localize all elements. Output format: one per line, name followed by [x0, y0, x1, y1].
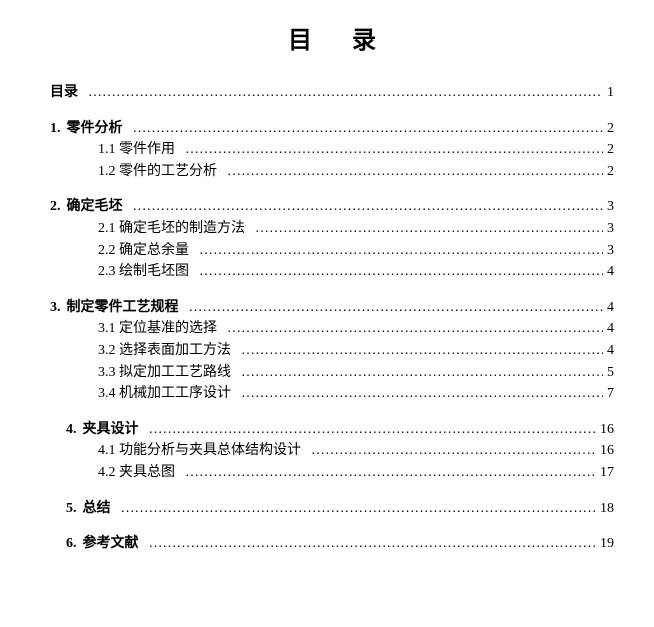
toc-line: 5. 总结 ………………………………………………………………………………………………… [50, 499, 614, 519]
toc-spacer [50, 485, 614, 499]
toc-line: 1.2 零件的工艺分析 ……………………………………………………………………………… [50, 162, 614, 182]
toc-page: 3 [607, 197, 614, 217]
toc-line: 3.1 定位基准的选择 ……………………………………………………………………………… [50, 319, 614, 339]
toc-dots: …………………………………………………………………………………………………………… [241, 384, 603, 404]
toc-page: 7 [607, 384, 614, 404]
toc-label: 零件分析 [67, 119, 123, 139]
toc-label: 4.1 功能分析与夹具总体结构设计 [98, 441, 301, 461]
toc-page: 16 [600, 420, 614, 440]
toc-number: 1. [50, 119, 61, 139]
toc-label: 3.1 定位基准的选择 [98, 319, 217, 339]
toc-label: 2.3 绘制毛坯图 [98, 262, 189, 282]
toc-dots: …………………………………………………………………………………………………………… [149, 420, 597, 440]
toc-page: 3 [607, 241, 614, 261]
toc-line: 2.3 绘制毛坯图 …………………………………………………………………………………… [50, 262, 614, 282]
toc-page: 3 [607, 219, 614, 239]
toc-dots: …………………………………………………………………………………………………………… [227, 319, 603, 339]
toc-page: 2 [607, 140, 614, 160]
toc-container: 目录 目录 ……………………………………………………………………………………………… [50, 20, 614, 554]
toc-dots: …………………………………………………………………………………………………………… [185, 140, 603, 160]
toc-spacer [50, 284, 614, 298]
toc-number: 6. [66, 534, 77, 554]
toc-page: 1 [607, 83, 614, 103]
toc-page: 17 [600, 463, 614, 483]
toc-dots: …………………………………………………………………………………………………………… [133, 119, 604, 139]
toc-label: 总结 [83, 499, 111, 519]
toc-dots: …………………………………………………………………………………………………………… [311, 441, 596, 461]
toc-label: 1.2 零件的工艺分析 [98, 162, 217, 182]
toc-page: 4 [607, 341, 614, 361]
toc-number: 4. [66, 420, 77, 440]
toc-label: 1.1 零件作用 [98, 140, 175, 160]
toc-dots: …………………………………………………………………………………………………………… [255, 219, 603, 239]
toc-line: 4. 夹具设计 …………………………………………………………………………………………… [50, 420, 614, 440]
toc-line: 3. 制定零件工艺规程 ………………………………………………………………………………… [50, 298, 614, 318]
toc-dots: …………………………………………………………………………………………………………… [199, 241, 603, 261]
toc-spacer [50, 520, 614, 534]
page-title: 目录 [50, 20, 614, 55]
toc-spacer [50, 406, 614, 420]
toc-page: 4 [607, 319, 614, 339]
toc-page: 4 [607, 298, 614, 318]
toc-line: 3.2 选择表面加工方法 …………………………………………………………………………… [50, 341, 614, 361]
toc-line: 2.1 确定毛坯的制造方法 ………………………………………………………………………… [50, 219, 614, 239]
toc-page: 4 [607, 262, 614, 282]
toc-label: 4.2 夹具总图 [98, 463, 175, 483]
toc-label: 3.2 选择表面加工方法 [98, 341, 231, 361]
toc-label: 2.1 确定毛坯的制造方法 [98, 219, 245, 239]
toc-label: 制定零件工艺规程 [67, 298, 179, 318]
toc-dots: …………………………………………………………………………………………………………… [241, 341, 603, 361]
toc-line: 3.3 拟定加工工艺路线 …………………………………………………………………………… [50, 363, 614, 383]
toc-line: 目录 ……………………………………………………………………………………………………… [50, 83, 614, 103]
toc-page: 19 [600, 534, 614, 554]
toc-number: 2. [50, 197, 61, 217]
toc-spacer [50, 183, 614, 197]
toc-spacer [50, 105, 614, 119]
toc-line: 3.4 机械加工工序设计 …………………………………………………………………………… [50, 384, 614, 404]
toc-label: 3.3 拟定加工工艺路线 [98, 363, 231, 383]
toc-line: 2. 确定毛坯 …………………………………………………………………………………………… [50, 197, 614, 217]
toc-label: 3.4 机械加工工序设计 [98, 384, 231, 404]
toc-line: 4.1 功能分析与夹具总体结构设计 ……………………………………………………………… [50, 441, 614, 461]
toc-line: 2.2 确定总余量 …………………………………………………………………………………… [50, 241, 614, 261]
toc-page: 18 [600, 499, 614, 519]
toc-number: 5. [66, 499, 77, 519]
toc-page: 2 [607, 119, 614, 139]
toc-dots: …………………………………………………………………………………………………………… [133, 197, 604, 217]
toc-dots: …………………………………………………………………………………………………………… [121, 499, 597, 519]
toc-dots: …………………………………………………………………………………………………………… [189, 298, 604, 318]
toc-label: 2.2 确定总余量 [98, 241, 189, 261]
toc-dots: …………………………………………………………………………………………………………… [149, 534, 597, 554]
toc-page: 5 [607, 363, 614, 383]
toc-dots: …………………………………………………………………………………………………………… [241, 363, 603, 383]
toc-line: 4.2 夹具总图 ……………………………………………………………………………………… [50, 463, 614, 483]
toc-line: 6. 参考文献 …………………………………………………………………………………………… [50, 534, 614, 554]
toc-label: 夹具设计 [83, 420, 139, 440]
toc-label: 确定毛坯 [67, 197, 123, 217]
toc-dots: …………………………………………………………………………………………………………… [199, 262, 603, 282]
toc-page: 16 [600, 441, 614, 461]
toc-dots: …………………………………………………………………………………………………………… [185, 463, 596, 483]
toc-line: 1. 零件分析 …………………………………………………………………………………………… [50, 119, 614, 139]
toc-list: 目录 ……………………………………………………………………………………………………… [50, 83, 614, 554]
toc-line: 1.1 零件作用 ……………………………………………………………………………………… [50, 140, 614, 160]
toc-number: 3. [50, 298, 61, 318]
toc-label: 参考文献 [83, 534, 139, 554]
toc-label: 目录 [50, 83, 78, 103]
toc-dots: …………………………………………………………………………………………………………… [227, 162, 603, 182]
toc-dots: …………………………………………………………………………………………………………… [88, 83, 603, 103]
toc-page: 2 [607, 162, 614, 182]
